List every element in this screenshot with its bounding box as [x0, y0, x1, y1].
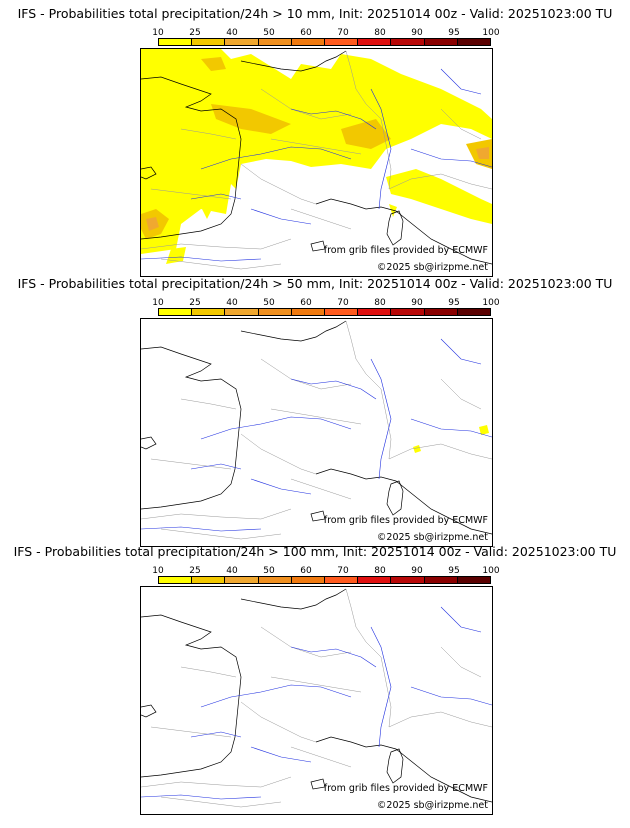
legend-tick-label: 10: [152, 298, 164, 308]
precipitation-map: from grib files provided by ECMWF ©2025 …: [140, 318, 493, 547]
legend-color-cell: [325, 577, 359, 583]
legend-color-cell: [391, 309, 425, 315]
legend-tick-label: 80: [374, 298, 386, 308]
legend-color-cell: [457, 309, 491, 315]
legend-labels: 10 25 40 50 60 70 80 90 95 100: [152, 298, 499, 309]
copyright-credit: ©2025 sb@irizpme.net: [376, 800, 488, 811]
legend-color-cell: [424, 39, 458, 45]
coastlines: [141, 320, 492, 535]
borders: [141, 50, 492, 270]
legend-tick-label: 100: [482, 566, 500, 576]
legend-tick-label: 25: [189, 566, 201, 576]
legend-tick-label: 90: [411, 28, 423, 38]
legend-tick-label: 50: [263, 566, 275, 576]
legend-tick-label: 90: [411, 566, 423, 576]
map-panel-100mm: IFS - Probabilities total precipitation/…: [0, 538, 630, 815]
panel-title: IFS - Probabilities total precipitation/…: [13, 544, 617, 559]
legend-color-cell: [424, 577, 458, 583]
precipitation-map: from grib files provided by ECMWF ©2025 …: [140, 48, 493, 277]
copyright-credit: ©2025 sb@irizpme.net: [376, 262, 488, 273]
legend-color-cell: [358, 577, 392, 583]
borders: [141, 320, 492, 540]
legend-color-cell: [424, 309, 458, 315]
borders: [141, 588, 492, 808]
legend-color-cell: [291, 39, 326, 45]
legend-tick-label: 25: [189, 298, 201, 308]
color-legend: 10 25 40 50 60 70 80 90 95 100: [152, 28, 500, 46]
legend-color-cell: [225, 39, 259, 45]
legend-tick-label: 80: [374, 566, 386, 576]
legend-color-cell: [291, 309, 326, 315]
legend-tick-label: 70: [337, 28, 349, 38]
legend-tick-label: 10: [152, 566, 164, 576]
legend-color-cell: [358, 309, 392, 315]
legend-tick-label: 70: [337, 566, 349, 576]
legend-tick-label: 95: [448, 28, 460, 38]
legend-color-cell: [325, 39, 359, 45]
legend-color-cell: [159, 577, 193, 583]
map-canvas: [141, 49, 492, 270]
legend-color-cell: [225, 309, 259, 315]
map-panel-10mm: IFS - Probabilities total precipitation/…: [0, 0, 630, 277]
legend-colorbar: [158, 38, 491, 46]
data-source-credit: from grib files provided by ECMWF: [323, 245, 488, 256]
legend-tick-label: 90: [411, 298, 423, 308]
legend-tick-label: 95: [448, 298, 460, 308]
legend-color-cell: [358, 39, 392, 45]
legend-tick-label: 60: [300, 566, 312, 576]
legend-tick-label: 60: [300, 28, 312, 38]
data-source-credit: from grib files provided by ECMWF: [323, 515, 488, 526]
map-canvas: [141, 588, 492, 808]
legend-color-cell: [457, 577, 491, 583]
map-canvas: [141, 320, 492, 540]
rivers: [141, 606, 492, 800]
legend-color-cell: [225, 577, 259, 583]
legend-colorbar: [158, 308, 491, 316]
legend-color-cell: [391, 577, 425, 583]
precip-probability-fill: [141, 49, 492, 264]
legend-colorbar: [158, 576, 491, 584]
legend-color-cell: [192, 309, 226, 315]
legend-tick-label: 95: [448, 566, 460, 576]
legend-color-cell: [391, 39, 425, 45]
color-legend: 10 25 40 50 60 70 80 90 95 100: [152, 566, 500, 584]
rivers: [141, 68, 492, 262]
panel-title: IFS - Probabilities total precipitation/…: [17, 6, 613, 21]
rivers: [141, 338, 492, 532]
legend-tick-label: 100: [482, 298, 500, 308]
map-panel-50mm: IFS - Probabilities total precipitation/…: [0, 270, 630, 547]
legend-tick-label: 25: [189, 28, 201, 38]
legend-color-cell: [159, 39, 193, 45]
legend-color-cell: [192, 577, 226, 583]
legend-tick-label: 10: [152, 28, 164, 38]
color-legend: 10 25 40 50 60 70 80 90 95 100: [152, 298, 500, 316]
legend-tick-label: 70: [337, 298, 349, 308]
legend-tick-label: 60: [300, 298, 312, 308]
coastlines: [141, 588, 492, 803]
legend-tick-label: 50: [263, 298, 275, 308]
legend-tick-label: 40: [226, 28, 238, 38]
legend-labels: 10 25 40 50 60 70 80 90 95 100: [152, 28, 499, 39]
legend-color-cell: [325, 309, 359, 315]
data-source-credit: from grib files provided by ECMWF: [323, 783, 488, 794]
legend-color-cell: [291, 577, 326, 583]
coastlines: [141, 50, 492, 265]
legend-color-cell: [159, 309, 193, 315]
legend-color-cell: [457, 39, 491, 45]
copyright-credit: ©2025 sb@irizpme.net: [376, 532, 488, 543]
legend-color-cell: [258, 39, 292, 45]
legend-color-cell: [258, 577, 292, 583]
legend-tick-label: 40: [226, 298, 238, 308]
legend-tick-label: 40: [226, 566, 238, 576]
precipitation-map: from grib files provided by ECMWF ©2025 …: [140, 586, 493, 815]
panel-title: IFS - Probabilities total precipitation/…: [17, 276, 613, 291]
legend-color-cell: [258, 309, 292, 315]
legend-color-cell: [192, 39, 226, 45]
legend-tick-label: 50: [263, 28, 275, 38]
legend-labels: 10 25 40 50 60 70 80 90 95 100: [152, 566, 499, 577]
legend-tick-label: 80: [374, 28, 386, 38]
legend-tick-label: 100: [482, 28, 500, 38]
precip-probability-fill: [413, 425, 489, 453]
